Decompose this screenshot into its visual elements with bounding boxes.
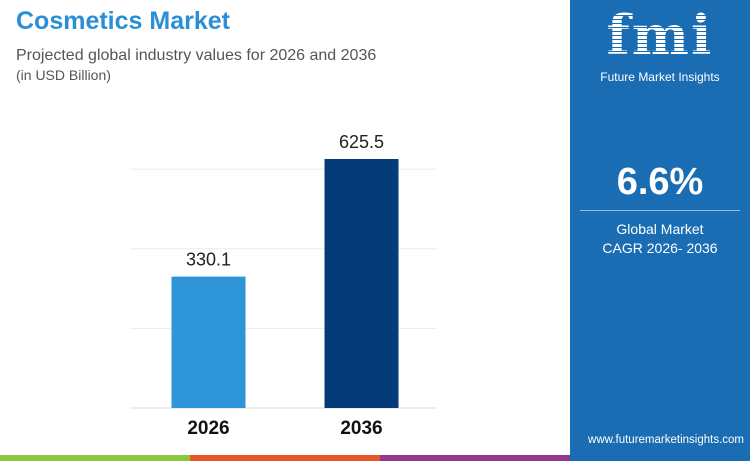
bar-2036: [324, 159, 399, 408]
cagr-label-line1: Global Market: [616, 221, 704, 237]
stripe-purple: [380, 455, 570, 461]
data-label: 330.1: [186, 250, 231, 270]
fmi-logo: fmi Future Market Insights: [570, 4, 750, 85]
side-panel: fmi Future Market Insights 6.6% Global M…: [570, 0, 750, 461]
cagr-label: Global Market CAGR 2026- 2036: [570, 220, 750, 258]
x-tick-label: 2036: [340, 418, 382, 439]
stripe-orange: [190, 455, 380, 461]
logo-mark: fmi: [570, 4, 750, 66]
cagr-value: 6.6%: [616, 161, 704, 203]
cagr-label-line2: CAGR 2026- 2036: [602, 240, 718, 256]
subtitle: Projected global industry values for 202…: [16, 47, 377, 64]
divider: [580, 210, 740, 211]
x-tick-label: 2026: [187, 418, 229, 439]
logo-tagline: Future Market Insights: [600, 70, 720, 84]
bar-chart: 330.1 2026 625.5 2036: [130, 132, 437, 439]
unit-label: (in USD Billion): [16, 67, 111, 83]
stripe-green: [0, 455, 190, 461]
data-label: 625.5: [339, 132, 384, 152]
page-title: Cosmetics Market: [16, 7, 230, 35]
bar-2026: [171, 276, 246, 408]
website-link[interactable]: www.futuremarketinsights.com: [588, 434, 744, 446]
